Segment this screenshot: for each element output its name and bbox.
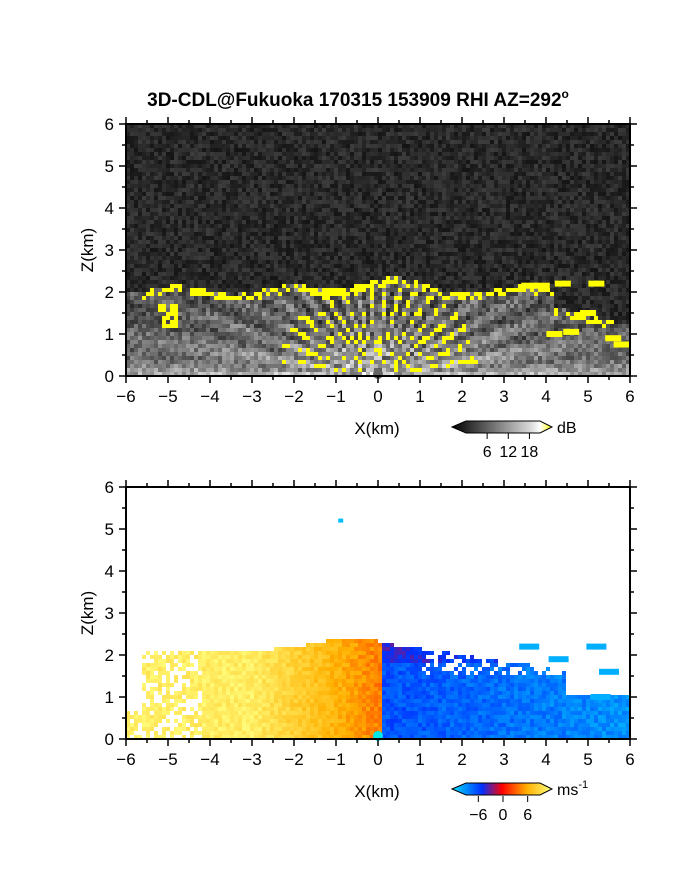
- reflectivity-ytick-label: 2: [105, 283, 114, 302]
- reflectivity-cells: [126, 124, 630, 376]
- reflectivity-xtick-label: −4: [200, 387, 219, 406]
- doppler-colorbar: ms-1 −6 0 6: [450, 779, 588, 824]
- reflectivity-xtick-label: −2: [284, 387, 303, 406]
- reflectivity-ytick-label: 6: [105, 115, 114, 134]
- reflectivity-plot-area: [126, 124, 630, 379]
- reflectivity-ylabel: Z(km): [78, 228, 97, 272]
- doppler-ytick-label: 1: [105, 688, 114, 707]
- doppler-xtick-label: 6: [625, 750, 634, 769]
- reflectivity-xtick-label: −3: [242, 387, 261, 406]
- doppler-ylabel: Z(km): [78, 591, 97, 635]
- doppler-ytick-label: 0: [105, 730, 114, 749]
- chart-title: 3D-CDL@Fukuoka 170315 153909 RHI AZ=292o: [147, 87, 569, 111]
- doppler-xtick-label: 3: [499, 750, 508, 769]
- reflectivity-ytick-label: 4: [105, 199, 114, 218]
- doppler-ytick-label: 6: [105, 478, 114, 497]
- reflectivity-xtick-label: 1: [415, 387, 424, 406]
- doppler-plot-area: [126, 487, 630, 741]
- reflectivity-colorbar: dB 6 12 18: [450, 420, 577, 461]
- reflectivity-xtick-label: 2: [457, 387, 466, 406]
- doppler-xtick-label: −5: [158, 750, 177, 769]
- reflectivity-xlabel: X(km): [354, 419, 399, 438]
- reflectivity-xtick-label: 5: [583, 387, 592, 406]
- doppler-xtick-label: 2: [457, 750, 466, 769]
- reflectivity-xtick-label: −5: [158, 387, 177, 406]
- doppler-xtick-label: −1: [326, 750, 345, 769]
- doppler-ytick-label: 5: [105, 520, 114, 539]
- reflectivity-xtick-label: 3: [499, 387, 508, 406]
- reflectivity-ytick-label: 0: [105, 367, 114, 386]
- doppler-xtick-label: 1: [415, 750, 424, 769]
- doppler-xtick-label: −4: [200, 750, 219, 769]
- doppler-colorbar-tick-label: 0: [499, 807, 508, 824]
- doppler-xtick-label: 0: [373, 750, 382, 769]
- doppler-cells: [126, 518, 630, 739]
- doppler-colorbar-tick-label: 6: [523, 807, 532, 824]
- reflectivity-colorbar-tick-label: 6: [483, 444, 492, 461]
- reflectivity-colorbar-unit: dB: [557, 420, 577, 437]
- doppler-xtick-label: −3: [242, 750, 261, 769]
- doppler-xlabel: X(km): [354, 782, 399, 801]
- reflectivity-xtick-label: 4: [541, 387, 550, 406]
- doppler-ytick-label: 4: [105, 562, 114, 581]
- reflectivity-ytick-label: 1: [105, 325, 114, 344]
- doppler-ytick-label: 3: [105, 604, 114, 623]
- doppler-colorbar-bar: [450, 782, 554, 796]
- reflectivity-axes: −6 −5 −4 −3 −2 −1 0 1 2 3 4 5 6 0 1 2 3 4 5 6: [105, 115, 637, 406]
- reflectivity-xtick-label: −1: [326, 387, 345, 406]
- reflectivity-colorbar-tick-label: 12: [499, 444, 517, 461]
- doppler-xtick-label: −2: [284, 750, 303, 769]
- reflectivity-xtick-label: −6: [116, 387, 135, 406]
- doppler-xtick-label: 4: [541, 750, 550, 769]
- doppler-colorbar-tick-label: −6: [469, 807, 487, 824]
- reflectivity-colorbar-tick-label: 18: [521, 444, 539, 461]
- doppler-xtick-label: −6: [116, 750, 135, 769]
- reflectivity-ytick-label: 3: [105, 241, 114, 260]
- reflectivity-xtick-label: 0: [373, 387, 382, 406]
- doppler-xtick-label: 5: [583, 750, 592, 769]
- reflectivity-ytick-label: 5: [105, 157, 114, 176]
- reflectivity-xtick-label: 6: [625, 387, 634, 406]
- doppler-colorbar-unit: ms-1: [557, 779, 588, 799]
- doppler-axes: −6 −5 −4 −3 −2 −1 0 1 2 3 4 5 6 0 1 2 3 4 5 6: [105, 478, 637, 769]
- reflectivity-colorbar-bar: [450, 420, 554, 434]
- doppler-ytick-label: 2: [105, 646, 114, 665]
